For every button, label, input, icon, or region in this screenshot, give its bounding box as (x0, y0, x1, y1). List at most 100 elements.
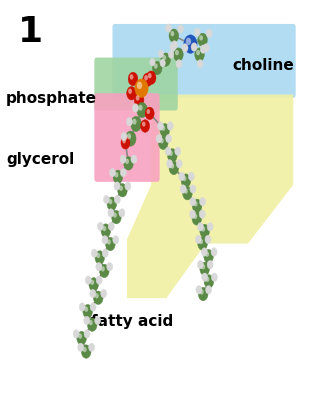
Circle shape (204, 249, 214, 263)
Circle shape (180, 185, 186, 193)
Circle shape (125, 159, 129, 164)
Circle shape (171, 41, 177, 49)
Circle shape (137, 82, 142, 89)
Circle shape (198, 33, 207, 47)
Text: phosphate: phosphate (6, 91, 97, 106)
Circle shape (167, 122, 173, 130)
Circle shape (93, 291, 103, 304)
Circle shape (179, 172, 185, 181)
Circle shape (120, 155, 126, 163)
Circle shape (150, 58, 155, 66)
Circle shape (97, 222, 104, 231)
Circle shape (167, 149, 177, 162)
Circle shape (206, 29, 212, 37)
Circle shape (191, 43, 197, 51)
Circle shape (125, 182, 131, 190)
Circle shape (159, 136, 168, 150)
Circle shape (121, 132, 127, 141)
Circle shape (202, 273, 208, 281)
FancyBboxPatch shape (112, 24, 296, 98)
Circle shape (133, 104, 138, 112)
Circle shape (160, 138, 164, 144)
Circle shape (211, 248, 217, 256)
Circle shape (156, 134, 162, 143)
Text: glycerol: glycerol (6, 152, 74, 167)
Circle shape (89, 320, 93, 326)
Circle shape (197, 60, 203, 68)
Circle shape (161, 126, 165, 131)
Circle shape (137, 102, 147, 118)
Text: fatty acid: fatty acid (91, 314, 173, 329)
Circle shape (83, 347, 87, 352)
Circle shape (143, 73, 152, 87)
Circle shape (170, 43, 176, 51)
Circle shape (91, 249, 97, 257)
Circle shape (90, 289, 96, 298)
Circle shape (107, 262, 113, 271)
Circle shape (132, 118, 137, 125)
Circle shape (84, 307, 88, 312)
Circle shape (169, 151, 173, 156)
Circle shape (154, 63, 158, 69)
Circle shape (146, 109, 150, 114)
Circle shape (195, 235, 201, 244)
Circle shape (165, 147, 171, 155)
Circle shape (199, 239, 203, 244)
Circle shape (186, 38, 191, 45)
Circle shape (144, 75, 148, 81)
Circle shape (174, 48, 183, 61)
Circle shape (85, 276, 91, 284)
Circle shape (175, 50, 179, 55)
Circle shape (113, 170, 123, 184)
Circle shape (199, 210, 205, 218)
Circle shape (118, 184, 127, 197)
Circle shape (130, 74, 133, 80)
Circle shape (114, 195, 120, 204)
Circle shape (142, 122, 146, 127)
Circle shape (84, 330, 90, 338)
Circle shape (73, 330, 79, 338)
Circle shape (78, 343, 84, 352)
Circle shape (190, 185, 196, 193)
Circle shape (135, 79, 148, 97)
Circle shape (188, 172, 194, 181)
Circle shape (192, 212, 202, 225)
Circle shape (166, 134, 172, 143)
Circle shape (194, 201, 197, 207)
Circle shape (160, 123, 170, 137)
Circle shape (197, 223, 203, 231)
Circle shape (201, 248, 207, 256)
Circle shape (184, 189, 188, 194)
Circle shape (125, 131, 136, 146)
Circle shape (89, 278, 99, 291)
Circle shape (131, 155, 137, 163)
Circle shape (196, 286, 202, 294)
Circle shape (136, 95, 140, 101)
Circle shape (203, 44, 209, 52)
Circle shape (124, 157, 133, 170)
Circle shape (169, 161, 179, 175)
Circle shape (120, 168, 126, 177)
Circle shape (184, 35, 197, 53)
Circle shape (171, 31, 174, 37)
Circle shape (158, 122, 163, 130)
Circle shape (175, 147, 181, 155)
Circle shape (113, 213, 117, 218)
Circle shape (108, 222, 114, 231)
Circle shape (95, 293, 99, 299)
Circle shape (101, 266, 105, 272)
Circle shape (104, 195, 109, 204)
Circle shape (96, 253, 100, 258)
Circle shape (183, 186, 192, 200)
Circle shape (95, 316, 101, 325)
Circle shape (200, 262, 210, 276)
Circle shape (196, 50, 200, 55)
Circle shape (90, 303, 96, 311)
Circle shape (162, 55, 166, 60)
Circle shape (119, 209, 125, 217)
Circle shape (102, 226, 106, 231)
Circle shape (205, 277, 210, 282)
Circle shape (158, 50, 163, 58)
Circle shape (201, 264, 205, 270)
Circle shape (169, 29, 179, 42)
